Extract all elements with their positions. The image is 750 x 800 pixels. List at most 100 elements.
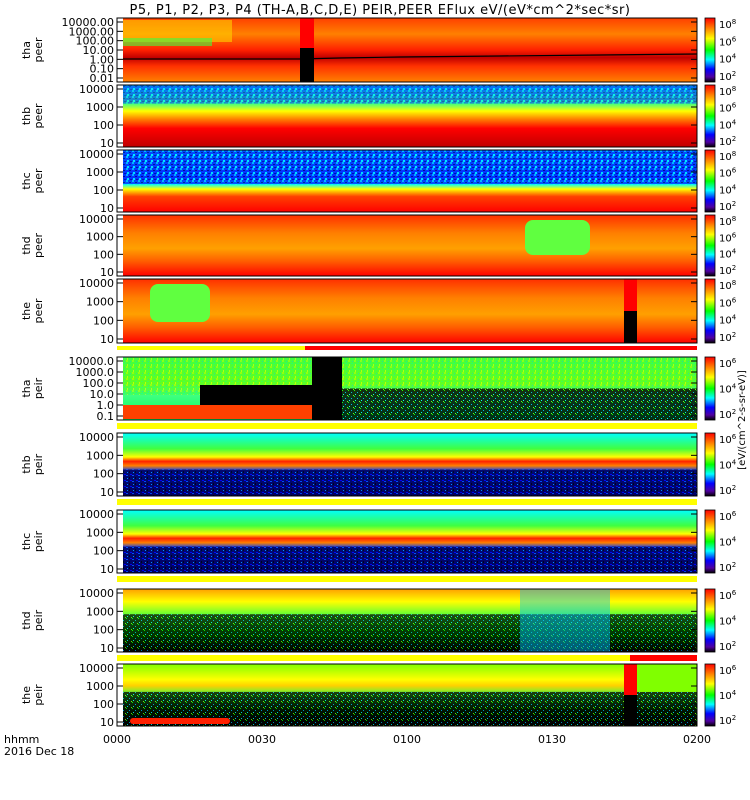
panel-thd-peer [117, 215, 697, 276]
spectrogram-feature [122, 20, 232, 42]
x-tick-label: 0130 [538, 733, 566, 746]
colorbar-label: [eV/(cm^2-s-sr-eV)] [737, 370, 748, 470]
y-tick-label: 1000 [86, 231, 114, 244]
panel-frame [116, 214, 698, 277]
spectrogram-feature [520, 589, 610, 652]
y-axis-label: the [20, 302, 33, 320]
y-axis-label: thb [20, 455, 33, 473]
panel-thc-peer [117, 150, 697, 212]
y-tick-label: 100.00 [76, 35, 115, 48]
colorbar-tick-label: 102 [719, 714, 736, 727]
y-tick-label: 100 [93, 184, 114, 197]
noise-overlay [117, 469, 697, 496]
spectrogram-feature [637, 664, 697, 692]
colorbar [704, 663, 716, 727]
y-tick-label: 10 [100, 563, 114, 576]
data-gap [117, 510, 123, 573]
spectrogram-feature [122, 405, 317, 419]
time-label: hhmm [4, 733, 39, 746]
spectrogram-band [117, 215, 697, 276]
panel-thd-peir [117, 589, 697, 652]
colorbar-tick-label: 104 [719, 53, 737, 66]
colorbar-tick-label: 106 [719, 589, 737, 602]
potential-line [120, 53, 698, 60]
y-axis-label: thd [20, 611, 33, 629]
panel-tha-peir [117, 357, 697, 420]
y-tick-label: 1000 [86, 296, 114, 309]
data-gap [117, 664, 123, 726]
y-tick-label: 100 [93, 248, 114, 261]
y-tick-label: 1000.00 [69, 25, 115, 38]
colorbar-tick-label: 102 [719, 70, 736, 83]
spectrogram-feature [525, 220, 590, 255]
y-tick-label: 1000 [86, 526, 114, 539]
y-tick-label: 10000.0 [69, 355, 115, 368]
y-tick-label: 1000.0 [76, 366, 115, 379]
y-tick-label: 10000 [79, 277, 114, 290]
colorbar-tick-label: 106 [719, 357, 737, 370]
colorbar-tick-label: 108 [719, 215, 736, 228]
flag-bar [117, 576, 697, 582]
colorbar-tick-label: 102 [719, 135, 736, 148]
x-tick-label: 0000 [103, 733, 131, 746]
y-axis-label: peir [32, 684, 45, 706]
colorbar [704, 356, 716, 421]
y-tick-label: 10000.00 [62, 16, 115, 29]
colorbar-tick-label: 108 [719, 279, 736, 292]
data-gap [312, 357, 342, 420]
y-tick-label: 10000 [79, 213, 114, 226]
low-count-region [200, 385, 312, 405]
y-axis-label: peir [32, 530, 45, 552]
spectrogram-feature [150, 284, 210, 322]
y-tick-label: 1000 [86, 680, 114, 693]
data-gap [300, 48, 314, 82]
y-tick-label: 10000 [79, 662, 114, 675]
spectrogram-feature [130, 718, 230, 724]
panel-thb-peir [117, 433, 697, 496]
noise-overlay [117, 85, 697, 104]
data-gap [117, 279, 123, 343]
y-axis-label: thb [20, 107, 33, 125]
y-tick-label: 10 [100, 486, 114, 499]
panel-thb-peer [117, 85, 697, 147]
y-tick-label: 10 [100, 333, 114, 346]
colorbar-tick-label: 106 [719, 433, 737, 446]
colorbar-tick-label: 104 [719, 314, 737, 327]
panel-frame [116, 509, 698, 574]
y-tick-label: 10.00 [83, 44, 115, 57]
colorbar-tick-label: 104 [719, 383, 737, 396]
colorbar-tick-label: 106 [719, 231, 737, 244]
x-tick-label: 0100 [393, 733, 421, 746]
y-tick-label: 0.1 [97, 410, 115, 423]
colorbar-tick-label: 106 [719, 296, 737, 309]
panel-the-peir [117, 664, 697, 726]
panel-the-peer [117, 279, 697, 343]
colorbar-tick-label: 104 [719, 615, 737, 628]
y-axis-label: tha [20, 379, 33, 397]
y-tick-label: 100 [93, 468, 114, 481]
colorbar-tick-label: 102 [719, 200, 736, 213]
noise-overlay [117, 614, 697, 652]
data-gap [117, 215, 123, 276]
y-axis-label: thd [20, 236, 33, 254]
y-axis-label: peir [32, 377, 45, 399]
panel-frame [116, 84, 698, 148]
x-tick-label: 0200 [683, 733, 711, 746]
y-tick-label: 100 [93, 698, 114, 711]
data-gap [117, 589, 123, 652]
panel-frame [116, 356, 698, 421]
y-axis-label: peer [32, 168, 45, 194]
panel-frame [116, 432, 698, 497]
y-tick-label: 10 [100, 716, 114, 729]
y-axis-label: tha [20, 41, 33, 59]
colorbar-tick-label: 104 [719, 118, 737, 131]
y-tick-label: 1000 [86, 166, 114, 179]
y-tick-label: 10000 [79, 148, 114, 161]
y-axis-label: peer [32, 233, 45, 259]
colorbar-tick-label: 102 [719, 264, 736, 277]
colorbar-tick-label: 102 [719, 484, 736, 497]
colorbar-tick-label: 102 [719, 331, 736, 344]
colorbar-tick-label: 102 [719, 640, 736, 653]
spectrogram-feature [122, 38, 212, 46]
